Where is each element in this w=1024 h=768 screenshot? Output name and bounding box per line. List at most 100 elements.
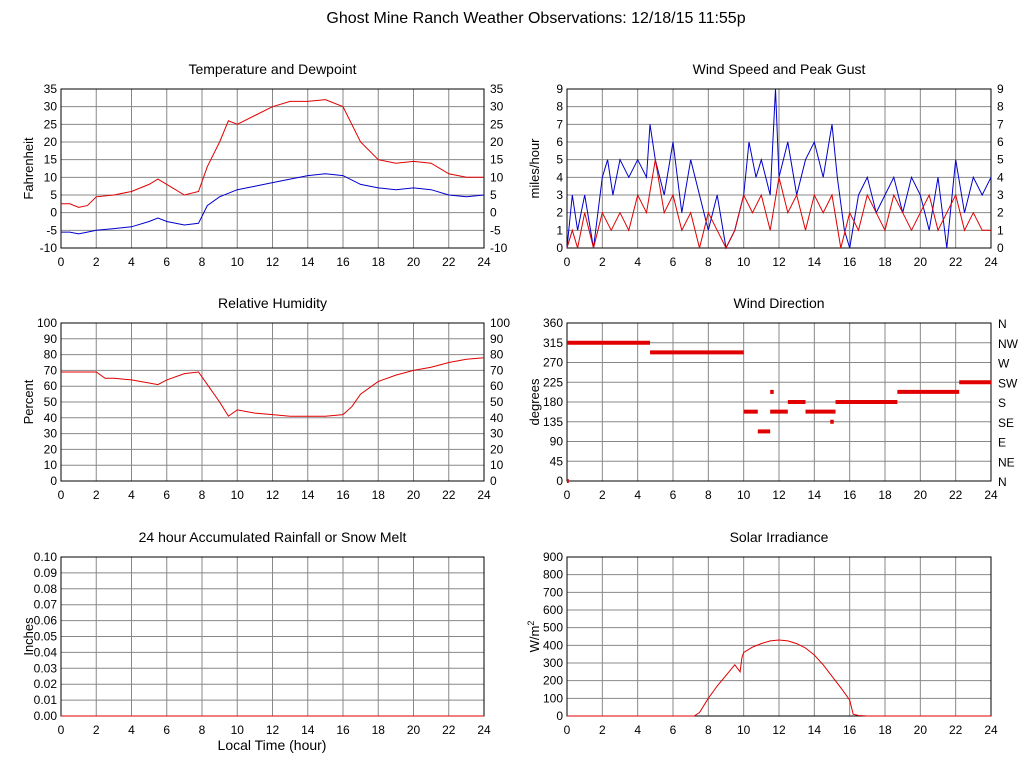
- y-axis-label: miles/hour: [527, 138, 542, 199]
- x-tick-label: 14: [808, 723, 822, 737]
- y-tick-label: 100: [543, 691, 563, 705]
- y-tick-label: 45: [550, 454, 564, 468]
- y-tick-label: 0: [50, 206, 57, 220]
- y-tick-label: 0: [50, 474, 57, 488]
- x-tick-label: 22: [442, 723, 456, 737]
- x-tick-label: 12: [266, 723, 280, 737]
- x-tick-label: 18: [372, 255, 386, 269]
- chart-title: Wind Direction: [733, 295, 824, 311]
- plot-frame: [60, 88, 485, 249]
- x-tick-label: 8: [199, 723, 206, 737]
- chart-title: Temperature and Dewpoint: [188, 61, 356, 77]
- x-tick-label: 10: [737, 723, 751, 737]
- x-tick-label: 12: [772, 488, 786, 502]
- right-y-tick-label: 9: [997, 82, 1004, 96]
- x-tick-label: 6: [163, 255, 170, 269]
- x-tick-label: 24: [477, 488, 491, 502]
- right-y-tick-label: 50: [490, 395, 504, 409]
- x-tick-label: 24: [984, 723, 998, 737]
- x-tick-label: 24: [477, 723, 491, 737]
- right-y-tick-label: 100: [490, 316, 510, 330]
- x-tick-label: 10: [231, 723, 245, 737]
- y-tick-label: 0: [556, 474, 563, 488]
- y-axis-label-superscript: 2: [526, 621, 536, 626]
- x-tick-label: 22: [949, 255, 963, 269]
- right-y-tick-label: 80: [490, 348, 504, 362]
- right-y-tick-label: 7: [997, 117, 1004, 131]
- series-line-red: [61, 357, 485, 417]
- x-tick-label: 8: [199, 488, 206, 502]
- x-tick-label: 2: [599, 723, 606, 737]
- series-line-red: [566, 159, 991, 250]
- x-tick-label: 20: [914, 723, 928, 737]
- y-tick-label: 500: [543, 621, 563, 635]
- y-tick-label: 800: [543, 568, 563, 582]
- x-tick-label: 18: [372, 723, 386, 737]
- x-tick-label: 12: [266, 255, 280, 269]
- y-tick-label: 20: [44, 442, 58, 456]
- series-line-blue: [566, 88, 992, 250]
- x-tick-label: 4: [634, 723, 641, 737]
- y-axis-label: Fahrenheit: [21, 137, 36, 200]
- y-tick-label: 80: [44, 348, 58, 362]
- right-y-tick-label: 1: [997, 223, 1004, 237]
- compass-label: SE: [998, 416, 1014, 430]
- y-tick-label: 600: [543, 603, 563, 617]
- series-line-red: [61, 99, 484, 208]
- x-tick-label: 6: [670, 255, 677, 269]
- right-y-tick-label: 25: [490, 117, 504, 131]
- y-tick-label: 225: [543, 375, 563, 389]
- right-y-tick-label: 5: [490, 188, 497, 202]
- right-y-tick-label: 40: [490, 411, 504, 425]
- plot-frame: [566, 556, 992, 717]
- plot-frame: [566, 88, 992, 249]
- chart-title: Relative Humidity: [218, 295, 327, 311]
- right-y-tick-label: 70: [490, 363, 504, 377]
- y-tick-label: 7: [556, 117, 563, 131]
- x-tick-label: 8: [199, 255, 206, 269]
- x-tick-label: 0: [564, 723, 571, 737]
- right-y-tick-label: 0: [490, 206, 497, 220]
- x-tick-label: 4: [128, 488, 135, 502]
- x-tick-label: 14: [301, 723, 315, 737]
- y-tick-label: 0.03: [34, 661, 58, 675]
- compass-label: N: [998, 317, 1007, 331]
- chart-title: Wind Speed and Peak Gust: [693, 61, 866, 77]
- right-y-tick-label: 60: [490, 379, 504, 393]
- x-tick-label: 2: [93, 723, 100, 737]
- x-tick-label: 12: [772, 723, 786, 737]
- y-tick-label: 0.04: [34, 645, 58, 659]
- y-tick-label: 60: [44, 379, 58, 393]
- x-tick-label: 6: [163, 488, 170, 502]
- y-tick-label: 70: [44, 363, 58, 377]
- x-tick-label: 16: [843, 255, 857, 269]
- compass-label: SW: [998, 376, 1018, 390]
- y-tick-label: 0.00: [34, 709, 58, 723]
- y-tick-label: 20: [44, 135, 58, 149]
- right-y-tick-label: -10: [490, 241, 508, 255]
- x-tick-label: 2: [599, 488, 606, 502]
- x-tick-label: 18: [372, 488, 386, 502]
- right-y-tick-label: 15: [490, 153, 504, 167]
- y-tick-label: 35: [44, 82, 58, 96]
- x-tick-label: 0: [564, 488, 571, 502]
- y-tick-label: 0.02: [34, 677, 58, 691]
- x-tick-label: 10: [737, 255, 751, 269]
- y-tick-label: 25: [44, 117, 58, 131]
- x-tick-label: 20: [407, 488, 421, 502]
- x-tick-label: 10: [737, 488, 751, 502]
- x-tick-label: 24: [984, 488, 998, 502]
- y-tick-label: 3: [556, 188, 563, 202]
- x-tick-label: 14: [808, 488, 822, 502]
- y-tick-label: 2: [556, 206, 563, 220]
- right-y-tick-label: 10: [490, 458, 504, 472]
- x-tick-label: 22: [949, 723, 963, 737]
- x-axis-caption: Local Time (hour): [218, 737, 327, 753]
- x-tick-label: 10: [231, 255, 245, 269]
- y-axis-label: degrees: [527, 378, 542, 425]
- y-tick-label: 300: [543, 656, 563, 670]
- y-tick-label: 900: [543, 550, 563, 564]
